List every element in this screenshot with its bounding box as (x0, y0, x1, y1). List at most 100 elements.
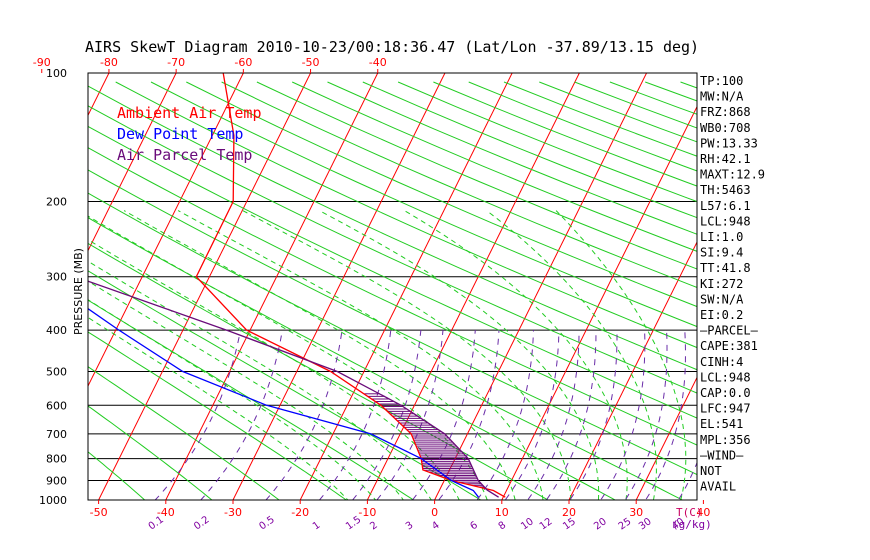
index-entry: RH:42.1 (700, 152, 751, 166)
dry-adiabat-line (88, 169, 697, 476)
moist-adiabat-line (404, 210, 628, 500)
bottom-temperature-tick-label: -40 (157, 506, 175, 519)
mixing-ratio-tick-label: 0.2 (192, 514, 211, 532)
index-entry: MW:N/A (700, 90, 744, 104)
isotherm-line (88, 73, 177, 252)
index-entry: TP:100 (700, 74, 743, 88)
legend-entry: Air Parcel Temp (117, 146, 252, 164)
pressure-tick-label: 100 (46, 67, 67, 80)
dry-adiabat-line (88, 217, 617, 500)
dry-adiabat-line (256, 81, 697, 270)
isotherm-line (165, 73, 379, 500)
mixing-ratio-line (527, 330, 580, 500)
dry-adiabat-line (88, 242, 549, 500)
series-layer (88, 73, 506, 498)
isotherm-line (771, 73, 870, 500)
index-entry: EL:541 (700, 417, 743, 431)
dry-adiabat-line (751, 82, 870, 509)
index-entry: LI:1.0 (700, 230, 743, 244)
dry-adiabat-line (503, 81, 697, 157)
mixing-ratio-line (504, 330, 560, 500)
mixing-ratio-tick-label: 10 (519, 516, 536, 532)
pressure-tick-label: 800 (46, 453, 67, 466)
mixing-ratio-line (438, 330, 500, 500)
grid-layer (0, 73, 870, 509)
isotherm-line (635, 376, 697, 500)
mixing-ratio-tick-label: 2 (368, 520, 380, 533)
index-entry: CAPE:381 (700, 339, 758, 353)
moist-adiabat-line (319, 210, 600, 500)
isotherm-line (434, 73, 647, 500)
dry-adiabat-line (88, 147, 697, 446)
moist-adiabat-line (177, 210, 544, 500)
mixing-ratio-unit-label: (g/kg) (672, 518, 712, 531)
mixing-ratio-line (200, 330, 283, 500)
series-line-dew-point-temp (88, 307, 480, 498)
mixing-ratio-line (265, 330, 343, 500)
isotherm-line (232, 73, 446, 500)
pressure-tick-label: 600 (46, 399, 67, 412)
index-entry: MPL:356 (700, 433, 751, 447)
mixing-ratio-tick-label: 0.5 (257, 514, 276, 532)
pressure-tick-label: 1000 (39, 494, 67, 507)
series-line-air-parcel-temp (88, 280, 499, 498)
isotherm-line (88, 73, 244, 388)
index-entry: LCL:948 (700, 214, 751, 228)
moist-adiabat-line (123, 210, 516, 500)
index-entry: SI:9.4 (700, 246, 743, 260)
moist-adiabat-line (242, 210, 572, 500)
axis-layer: 1002003004005006007008009001000-120-110-… (33, 56, 711, 533)
index-entry: LFC:947 (700, 402, 751, 416)
pressure-tick-label: 900 (46, 474, 67, 487)
y-axis-label: PRESSURE (MB) (72, 248, 85, 335)
mixing-ratio-line (545, 330, 597, 500)
isotherm-line (0, 73, 42, 500)
dry-adiabat-line (291, 81, 697, 252)
mixing-ratio-line (318, 330, 392, 500)
moist-adiabat-line (88, 299, 377, 500)
plot-frame (87, 72, 698, 501)
mixing-ratio-tick-label: 12 (538, 516, 555, 532)
moist-adiabat-line (88, 260, 432, 500)
bottom-temperature-tick-label: 30 (629, 506, 643, 519)
top-temperature-tick-label: -50 (302, 56, 320, 69)
index-entry: LCL:948 (700, 370, 751, 384)
dry-adiabat-line (88, 451, 146, 500)
mixing-ratio-line (154, 329, 242, 500)
dry-adiabat-line (88, 85, 697, 371)
mixing-ratio-line (411, 330, 476, 500)
bottom-temperature-tick-label: 10 (495, 506, 509, 519)
isotherm-line (366, 73, 580, 500)
dry-adiabat-line (150, 81, 697, 328)
mixing-ratio-tick-label: 4 (430, 520, 442, 533)
index-entry: EI:0.2 (700, 308, 743, 322)
moist-adiabat-line (88, 239, 460, 500)
index-entry: SW:N/A (700, 292, 744, 306)
mixing-ratio-line (600, 330, 646, 500)
mixing-ratio-tick-label: 20 (592, 516, 609, 532)
index-entry: PW:13.33 (700, 136, 758, 150)
dry-adiabat-line (88, 192, 684, 500)
dry-adiabat-line (221, 81, 697, 288)
bottom-temperature-tick-label: 0 (431, 506, 438, 519)
index-entry: TH:5463 (700, 183, 751, 197)
chart-title: AIRS SkewT Diagram 2010-10-23/00:18:36.4… (85, 38, 699, 56)
pressure-tick-label: 700 (46, 428, 67, 441)
isotherm-line (838, 73, 870, 500)
bottom-temperature-tick-label: 40 (696, 506, 710, 519)
dry-adiabat-line (88, 331, 348, 500)
index-entry: TT:41.8 (700, 261, 751, 275)
bottom-temperature-tick-label: -10 (358, 506, 376, 519)
isotherm-line (501, 105, 697, 500)
legend-entry: Dew Point Temp (117, 125, 243, 143)
top-temperature-tick-label: -40 (369, 56, 387, 69)
pressure-tick-label: 200 (46, 196, 67, 209)
pressure-tick-label: 300 (46, 271, 67, 284)
mixing-ratio-line (645, 330, 687, 500)
pressure-tick-label: 400 (46, 324, 67, 337)
legend-entry: Ambient Air Temp (117, 104, 262, 122)
dry-adiabat-line (88, 125, 697, 419)
index-entry: MAXT:12.9 (700, 168, 765, 182)
index-entry: L57:6.1 (700, 199, 751, 213)
